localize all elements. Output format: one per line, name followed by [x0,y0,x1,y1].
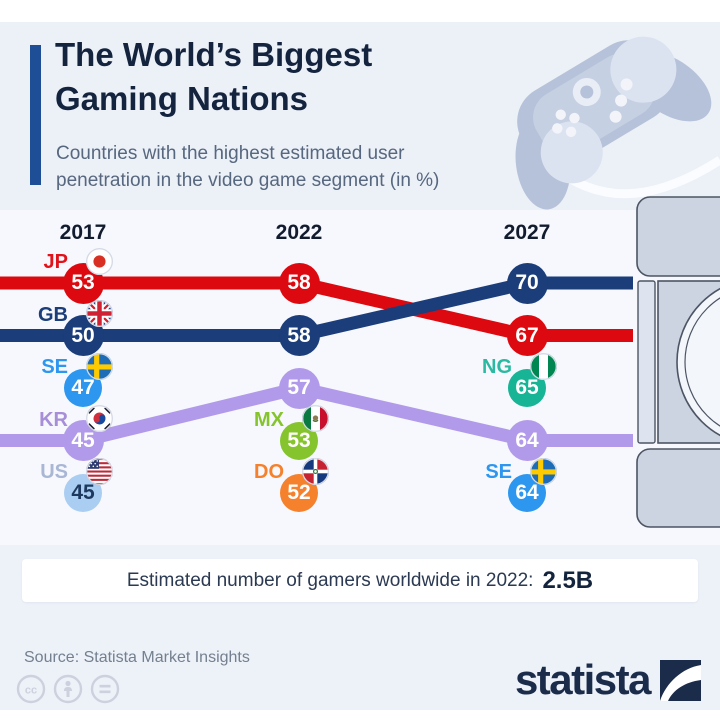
flag-jp-icon [85,247,113,275]
flag-mx-icon [301,405,329,432]
bottom-margin [0,710,720,720]
country-label-jp: JP [43,251,68,273]
flag-kr-icon [85,405,113,432]
node-us-2017: 45 [64,474,102,512]
flag-se-icon [529,457,557,485]
country-label-us: US [40,461,68,483]
attribution-icon [53,674,83,704]
year-header-2027: 2027 [503,221,551,244]
country-label-se: SE [485,461,512,483]
annotation-label: Estimated number of gamers worldwide in … [126,569,534,591]
source-note: Source: Statista Market Insights [24,649,250,666]
node-jp-2022: 58 [278,262,320,304]
node-kr-2027: 64 [506,420,548,461]
page-title: The World’s Biggest Gaming Nations [55,36,373,117]
statista-mark-icon [660,659,701,701]
svg-text:cc: cc [25,685,37,697]
flag-se-icon [85,352,113,380]
top-margin [0,0,720,22]
flag-do-icon [301,457,329,485]
country-label-mx: MX [254,408,284,431]
flag-ng-icon [529,352,557,380]
node-gb-2027: 70 [506,262,548,304]
flag-us-icon [85,457,113,485]
node-jp-2027: 67 [506,315,548,356]
chart-background [0,210,720,545]
title-accent-bar [30,45,41,185]
license-icons: cc [16,674,120,704]
annotation-banner: Estimated number of gamers worldwide in … [22,559,698,602]
country-label-gb: GB [38,303,68,326]
country-label-se: SE [41,356,68,378]
cc-icon: cc [16,674,46,704]
node-se-2017: 47 [64,369,102,407]
node-gb-2022: 58 [278,315,320,356]
flag-gb-icon [85,300,113,327]
annotation-value: 2.5B [542,566,594,594]
statista-logo: statista [515,659,701,701]
year-header-2017: 2017 [59,221,107,244]
statista-wordmark: statista [514,656,652,703]
game-console-icon [636,196,720,528]
game-controller-icon [515,36,720,210]
node-kr-2022: 57 [278,367,320,409]
country-label-ng: NG [482,356,512,378]
country-label-kr: KR [39,408,68,431]
year-header-2022: 2022 [275,221,323,244]
country-label-do: DO [254,461,284,483]
no-derivatives-icon [90,674,120,704]
page-subtitle: Countries with the highest estimated use… [56,143,440,191]
